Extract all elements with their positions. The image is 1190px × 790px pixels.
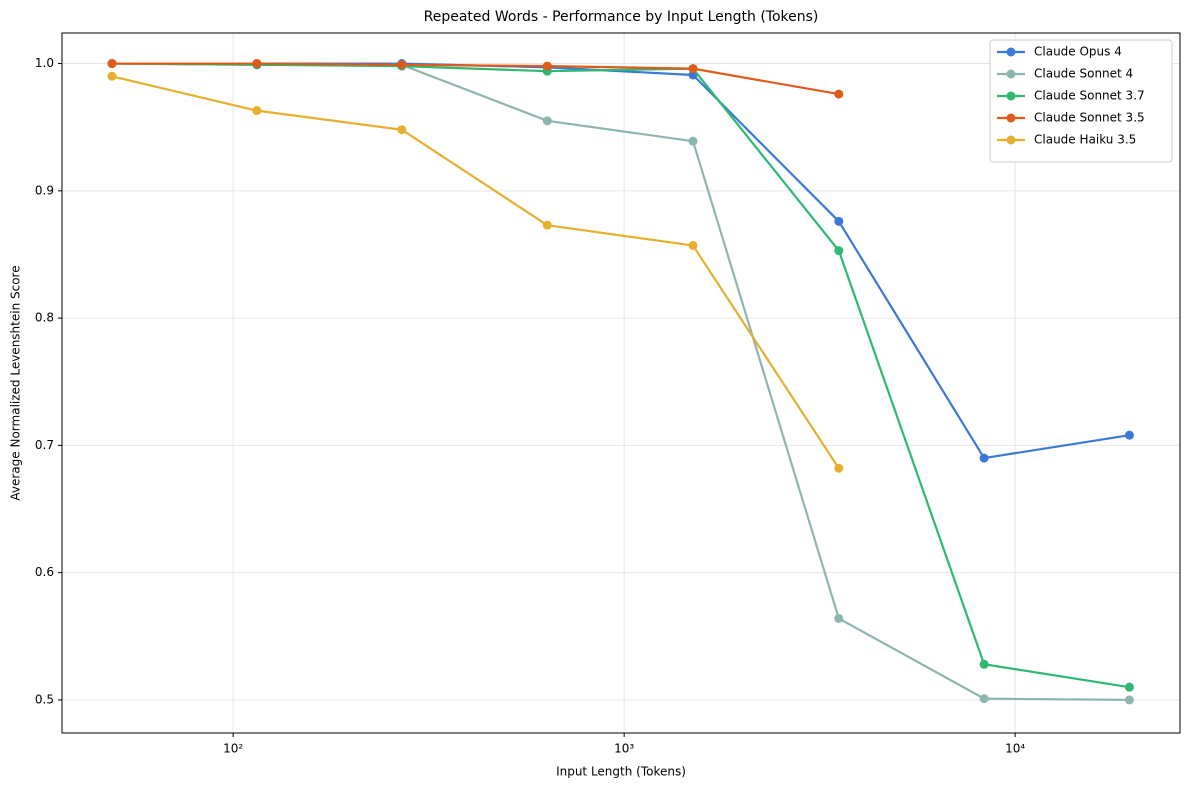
series-line: [112, 62, 1130, 702]
data-point: [542, 61, 552, 71]
data-point: [834, 216, 844, 226]
data-point: [107, 59, 117, 69]
y-tick-label: 0.7: [35, 438, 54, 452]
legend-label: Claude Haiku 3.5: [1034, 133, 1136, 147]
legend-label: Claude Sonnet 3.7: [1034, 89, 1145, 103]
x-axis-label: Input Length (Tokens): [556, 765, 686, 779]
legend-box: [989, 39, 1173, 163]
data-point: [834, 613, 844, 623]
data-point: [834, 246, 844, 256]
series-line: [112, 62, 1130, 689]
legend-label: Claude Opus 4: [1034, 45, 1122, 59]
data-point: [542, 220, 552, 230]
series-line: [112, 62, 1130, 460]
y-tick-label: 1.0: [35, 56, 54, 70]
legend-marker: [1006, 135, 1016, 145]
legend-marker: [1006, 47, 1016, 57]
data-point: [834, 463, 844, 473]
series-line: [111, 75, 840, 469]
data-point: [397, 60, 407, 70]
data-point: [979, 659, 989, 669]
chart-title: Repeated Words - Performance by Input Le…: [424, 9, 819, 25]
series-line: [112, 62, 839, 96]
y-tick-label: 0.5: [35, 692, 54, 706]
y-axis-label: Average Normalized Levenshtein Score: [9, 265, 23, 500]
legend-label: Claude Sonnet 3.5: [1034, 111, 1145, 125]
y-tick-label: 0.8: [35, 311, 54, 325]
data-point: [688, 136, 698, 146]
legend-marker: [1006, 69, 1016, 79]
data-point: [542, 116, 552, 126]
data-point: [252, 106, 262, 116]
data-point: [688, 241, 698, 251]
x-tick-label: 10⁴: [1005, 742, 1025, 756]
data-point: [834, 89, 844, 99]
y-tick-label: 0.9: [35, 183, 54, 197]
legend-label: Claude Sonnet 4: [1034, 67, 1133, 81]
data-point: [688, 64, 698, 74]
data-point: [107, 71, 117, 81]
plot-frame: [61, 32, 1181, 734]
data-point: [1124, 430, 1134, 440]
data-point: [1124, 695, 1134, 705]
data-point: [979, 453, 989, 463]
x-tick-label: 10²: [223, 742, 243, 756]
data-point: [252, 59, 262, 69]
data-point: [1124, 682, 1134, 692]
data-point: [979, 694, 989, 704]
y-tick-label: 0.6: [35, 565, 54, 579]
legend-marker: [1006, 91, 1016, 101]
data-point: [397, 125, 407, 135]
x-tick-label: 10³: [614, 742, 634, 756]
legend-marker: [1006, 113, 1016, 123]
